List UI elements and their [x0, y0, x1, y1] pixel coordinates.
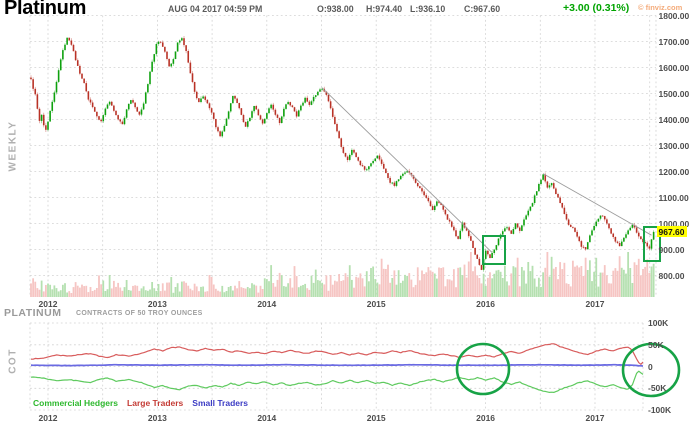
cot-year-label: 2017 [585, 413, 605, 423]
cot-year-label: 2016 [476, 413, 496, 423]
price-tick-label: 900.00 [658, 244, 685, 255]
quote-low: L:936.10 [410, 4, 446, 14]
trendlines [321, 87, 652, 253]
cot-legend: Commercial Hedgers Large Traders Small Tra… [33, 398, 248, 408]
cot-side-label: COT [7, 348, 19, 374]
candle-bodies-up [40, 37, 655, 270]
volume-bars-down [30, 252, 651, 297]
main-year-label: 2017 [585, 299, 605, 309]
legend-item-small-traders: Small Traders [192, 398, 249, 408]
gridlines [29, 15, 657, 411]
timeframe-label: WEEKLY [7, 120, 19, 172]
price-tick-label: 1800.00 [658, 10, 690, 21]
candle-bodies-down [30, 37, 651, 270]
finviz-watermark-link[interactable]: © finviz.com [638, 2, 683, 12]
cot-subtitle: CONTRACTS OF 50 TROY OUNCES [76, 310, 203, 317]
price-tick-label: 1000.00 [658, 218, 690, 229]
legend-item-commercial-hedgers: Commercial Hedgers [33, 398, 119, 408]
price-tick-label: 1200.00 [658, 166, 690, 177]
cot-tick-label: -100K [648, 405, 672, 415]
main-year-label: 2012 [38, 299, 58, 309]
quote-change: +3.00 (0.31%) [563, 2, 630, 14]
highlight-circles [455, 342, 681, 398]
quote-high: H:974.40 [366, 4, 403, 14]
legend-item-large-traders: Large Traders [127, 398, 184, 408]
cot-year-label: 2014 [257, 413, 277, 423]
cot-tick-label: 50K [648, 339, 664, 350]
price-tick-label: 1600.00 [658, 62, 690, 73]
candle-wicks-up [41, 37, 654, 272]
highlight-boxes [482, 226, 661, 265]
price-tick-label: 1100.00 [658, 192, 689, 203]
quote-open: O:938.00 [317, 4, 354, 14]
cot-tick-label: 0 [648, 361, 653, 372]
price-tick-label: 1300.00 [658, 140, 690, 151]
cot-year-label: 2012 [38, 413, 58, 423]
cot-year-label: 2015 [366, 413, 386, 423]
candle-wicks-down [30, 36, 650, 271]
cot-year-label: 2013 [147, 413, 167, 423]
page-title: Platinum [4, 0, 87, 19]
cot-lines [30, 343, 644, 393]
main-year-label: 2016 [476, 299, 496, 309]
main-year-label: 2015 [366, 299, 386, 309]
last-price-tag: 967.60 [656, 226, 687, 237]
price-tick-label: 1700.00 [658, 36, 690, 47]
main-year-label: 2014 [257, 299, 277, 309]
price-tick-label: 1400.00 [658, 114, 690, 125]
main-year-label: 2013 [147, 299, 167, 309]
quote-timestamp: AUG 04 2017 04:59 PM [168, 4, 263, 14]
cot-tick-label: 100K [648, 318, 669, 328]
cot-tick-label: -50K [648, 383, 667, 394]
cot-title: PLATINUM [4, 307, 62, 319]
price-tick-label: 1500.00 [658, 88, 690, 99]
volume-bars-up [40, 252, 655, 297]
quote-close: C:967.60 [464, 4, 501, 14]
price-tick-label: 800.00 [658, 270, 685, 281]
